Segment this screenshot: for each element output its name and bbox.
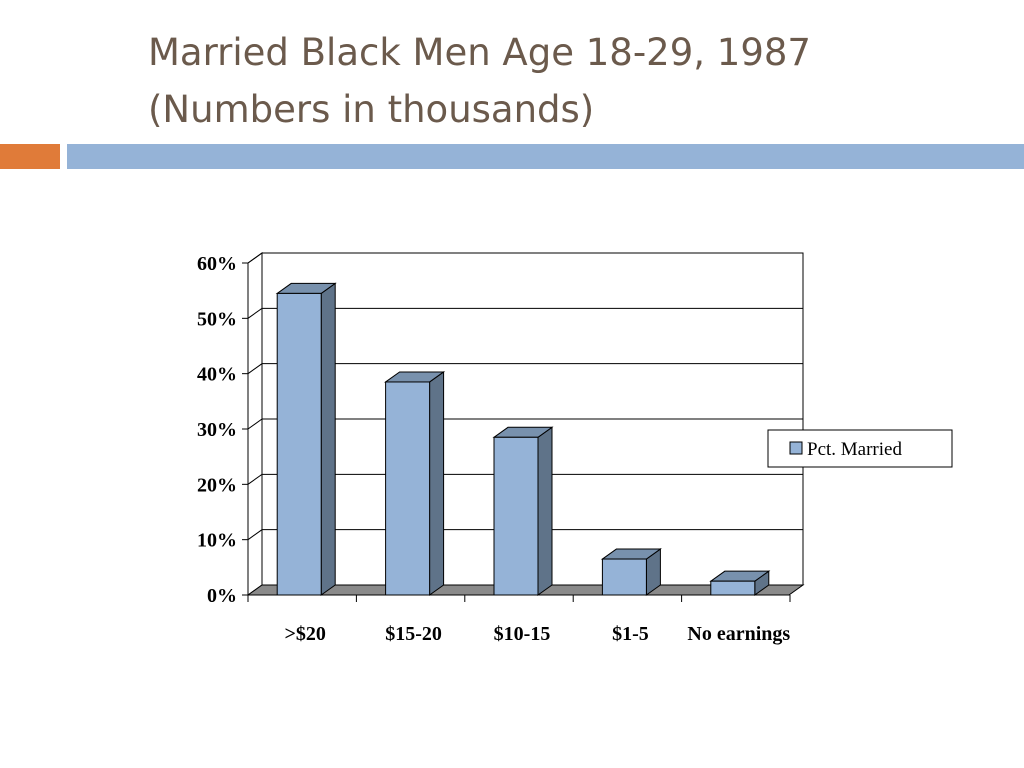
y-tick-label: 0%: [207, 585, 237, 607]
bar: [600, 548, 662, 596]
y-tick-label: 50%: [197, 308, 237, 330]
bar: [275, 282, 337, 596]
y-tick-label: 10%: [197, 530, 237, 552]
gridline: [247, 252, 803, 264]
y-tick-label: 40%: [197, 364, 237, 386]
bar-side: [429, 370, 445, 596]
legend: Pct. Married: [767, 429, 953, 468]
bar-side: [320, 282, 336, 596]
slide-title-line1: Married Black Men Age 18-29, 1987: [148, 31, 811, 74]
accent-bar-orange: [0, 144, 60, 169]
y-tick-label: 30%: [197, 419, 237, 441]
bar-front: [276, 292, 322, 596]
legend-swatch: [789, 441, 803, 455]
gridline: [247, 363, 803, 375]
legend-label: Pct. Married: [807, 439, 902, 460]
slide-title-line2: (Numbers in thousands): [148, 88, 595, 131]
gridline: [247, 418, 803, 430]
bar-front: [710, 580, 756, 596]
gridline: [247, 529, 803, 541]
x-tick-label: $1-5: [612, 623, 649, 645]
bar: [709, 570, 771, 596]
x-tick-label: No earnings: [687, 623, 790, 645]
bar-side: [537, 426, 553, 596]
y-tick-label: 60%: [197, 253, 237, 275]
accent-bar-blue: [67, 144, 1024, 169]
y-tick-label: 20%: [197, 474, 237, 496]
slide-title: Married Black Men Age 18-29, 1987 (Numbe…: [148, 24, 1008, 138]
gridline: [247, 307, 803, 319]
x-tick-label: $10-15: [494, 623, 551, 645]
bar-front: [601, 558, 647, 596]
bar: [384, 370, 446, 596]
axes: 0% 10% 20% 30% 40% 50% 60% >$20 $15-20 $10-15 $1-5…: [197, 253, 791, 645]
bars: [275, 282, 771, 596]
gridline: [247, 473, 803, 485]
x-tick-label: $15-20: [385, 623, 442, 645]
bar: [492, 426, 554, 596]
bar-front: [385, 381, 431, 596]
x-tick-label: >$20: [284, 623, 325, 645]
bar-front: [493, 436, 539, 596]
